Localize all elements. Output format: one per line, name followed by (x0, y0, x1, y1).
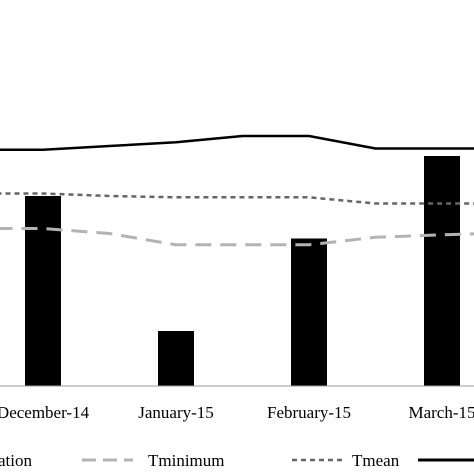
bar-january-15 (158, 331, 194, 386)
lines-layer (0, 134, 474, 247)
bar-march-15 (424, 156, 460, 386)
x-tick-label-january-15: January-15 (138, 403, 214, 422)
legend: ation Tminimum Tmean (0, 451, 474, 470)
bar-december-14 (25, 196, 61, 386)
legend-label-tmean: Tmean (352, 451, 400, 470)
series-line-tmaximum (0, 134, 474, 152)
series-line-tminimum (0, 227, 474, 247)
x-tick-label-february-15: February-15 (267, 403, 351, 422)
x-tick-labels: December-14 January-15 February-15 March-15 (0, 403, 474, 422)
x-tick-label-december-14: December-14 (0, 403, 90, 422)
legend-label-precipitation: ation (0, 451, 32, 470)
series-line-tmean (0, 192, 474, 205)
bar-february-15 (291, 238, 327, 386)
legend-label-tminimum: Tminimum (148, 451, 225, 470)
x-tick-label-march-15: March-15 (408, 403, 474, 422)
bars-layer (25, 156, 460, 386)
